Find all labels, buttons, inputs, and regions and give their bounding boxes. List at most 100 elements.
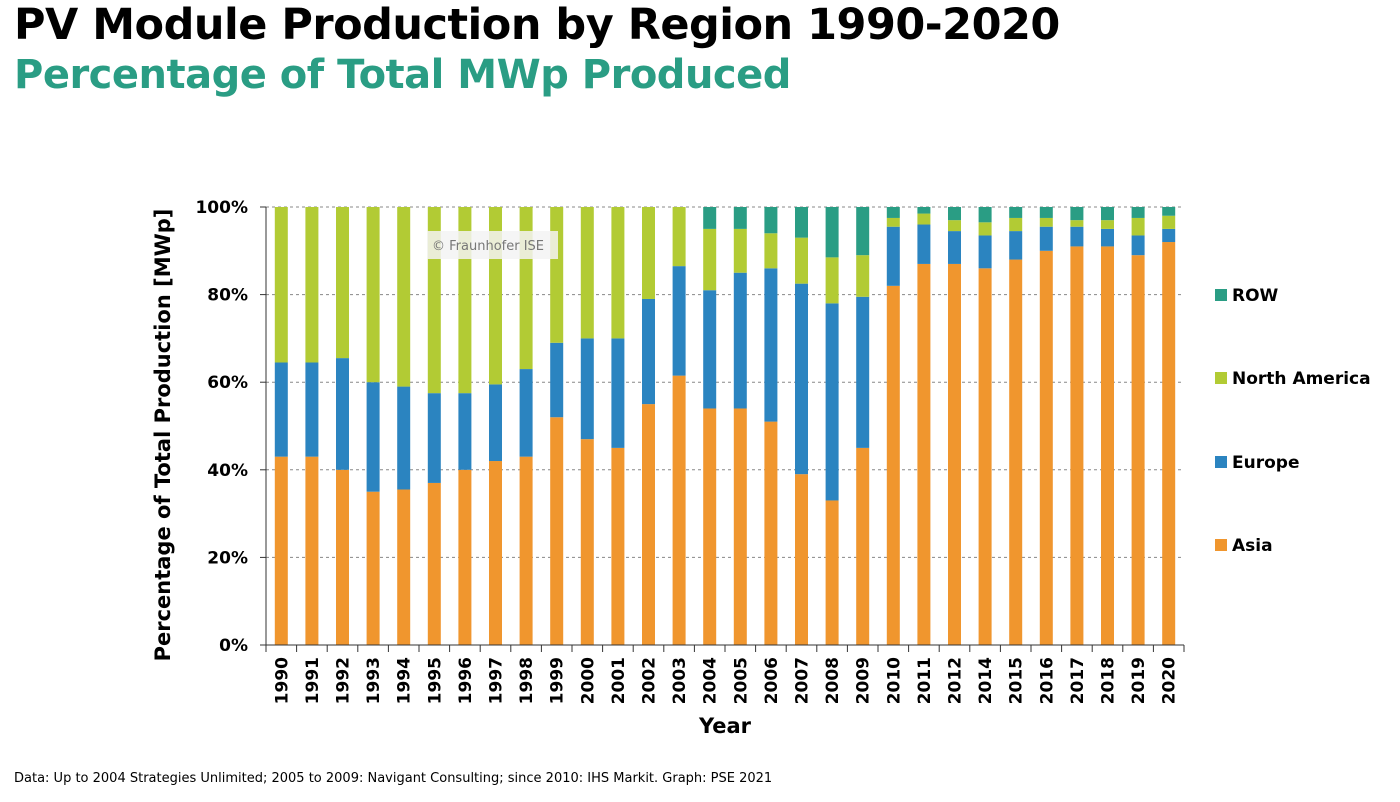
bar-europe-1998 [519,369,533,457]
bar-asia-2020 [1162,242,1176,646]
watermark: © Fraunhofer ISE [427,231,558,259]
bar-row-2008 [825,207,839,258]
bar-europe-1996 [458,393,472,470]
bar-north-america-2003 [672,207,686,267]
bar-europe-2007 [795,283,808,475]
x-axis-title: Year [698,714,752,738]
bar-north-america-2000 [580,207,594,339]
bar-europe-1992 [336,358,349,470]
bar-europe-2014 [978,235,992,269]
x-tick-label: 2003 [670,657,690,704]
bar-row-2016 [1039,207,1053,218]
bar-asia-2019 [1131,255,1145,645]
bar-europe-1990 [274,362,288,457]
bar-asia-2009 [856,447,870,645]
bar-north-america-2007 [795,237,808,284]
x-tick-label: 2018 [1099,657,1119,704]
bar-row-2011 [917,207,931,214]
bar-north-america-2015 [1009,217,1023,232]
x-tick-label: 2015 [1007,657,1027,704]
bar-row-2017 [1070,207,1084,221]
bar-north-america-2020 [1162,215,1176,229]
bar-north-america-2017 [1070,220,1084,227]
axes [260,206,1185,652]
y-tick-label: 0% [219,636,248,656]
legend: ROW North America Europe Asia [1215,286,1371,556]
bar-europe-2019 [1131,235,1145,256]
bar-europe-2012 [948,231,961,264]
bar-europe-2020 [1162,228,1176,243]
x-tick-label: 2005 [731,657,751,704]
bar-europe-2001 [611,338,625,448]
bar-row-2007 [795,207,808,238]
bar-europe-2004 [703,290,717,409]
bar-asia-2011 [917,263,931,645]
bar-north-america-2010 [886,217,900,227]
x-tick-label: 1997 [487,657,507,704]
x-tick-label: 2010 [884,657,904,704]
x-tick-label: 2008 [823,657,843,704]
x-tick-label: 1995 [425,657,445,704]
bar-row-2006 [764,207,778,234]
bar-row-2005 [733,207,747,229]
bar-north-america-2012 [948,220,961,232]
bar-row-2004 [703,207,717,229]
page-subtitle: Percentage of Total MWp Produced [14,52,791,98]
bar-asia-1990 [274,456,288,645]
bar-north-america-2008 [825,257,839,304]
bar-asia-2015 [1009,259,1023,645]
bar-europe-2009 [856,296,870,448]
bar-north-america-2016 [1039,217,1053,227]
bar-row-2012 [948,207,961,221]
bar-row-2009 [856,207,870,256]
y-axis-title: Percentage of Total Production [MWp] [151,209,175,662]
bar-europe-1995 [427,393,441,483]
bar-north-america-1994 [397,207,411,387]
legend-item-asia: Asia [1215,536,1273,556]
bar-asia-2017 [1070,246,1084,646]
bar-north-america-2006 [764,233,778,269]
bar-asia-1991 [305,456,319,645]
bar-europe-2005 [733,272,747,409]
legend-item-europe: Europe [1215,453,1299,473]
x-tick-label: 2009 [854,657,874,704]
bar-north-america-2019 [1131,217,1145,236]
bar-asia-2010 [886,285,900,645]
bar-north-america-1992 [336,207,349,359]
x-tick-label: 2006 [762,657,782,704]
bar-asia-1995 [427,482,441,645]
bar-asia-1994 [397,489,411,645]
legend-label: North America [1232,369,1371,389]
x-tick-label: 1999 [548,657,568,704]
x-tick-label: 2001 [609,657,629,704]
bar-europe-2002 [642,298,655,405]
x-tick-label: 2016 [1037,657,1057,704]
bar-north-america-2001 [611,207,625,339]
bar-asia-2001 [611,447,625,645]
x-tick-label: 2004 [701,657,721,704]
bar-europe-2000 [580,338,594,440]
bar-north-america-2011 [917,213,931,225]
bar-asia-2012 [948,263,961,645]
bar-asia-2002 [642,404,655,645]
bar-europe-1997 [489,384,502,462]
x-tick-label: 2019 [1129,657,1149,704]
x-tick-label: 1992 [334,657,354,704]
legend-label: ROW [1232,286,1279,306]
x-tick-label: 2000 [578,657,598,704]
bar-asia-1993 [366,491,380,645]
bar-north-america-1999 [550,207,564,343]
bar-row-2020 [1162,207,1176,216]
x-tick-label: 2014 [976,657,996,704]
bar-asia-2003 [672,375,686,645]
bar-north-america-1991 [305,207,319,363]
bar-row-2010 [886,207,900,218]
bar-north-america-2018 [1101,220,1114,229]
bar-europe-2010 [886,226,900,286]
bar-row-2014 [978,207,992,223]
bar-asia-1997 [489,461,502,645]
x-tick-label: 1990 [272,657,292,704]
bar-row-2019 [1131,207,1145,218]
legend-swatch [1215,372,1227,384]
